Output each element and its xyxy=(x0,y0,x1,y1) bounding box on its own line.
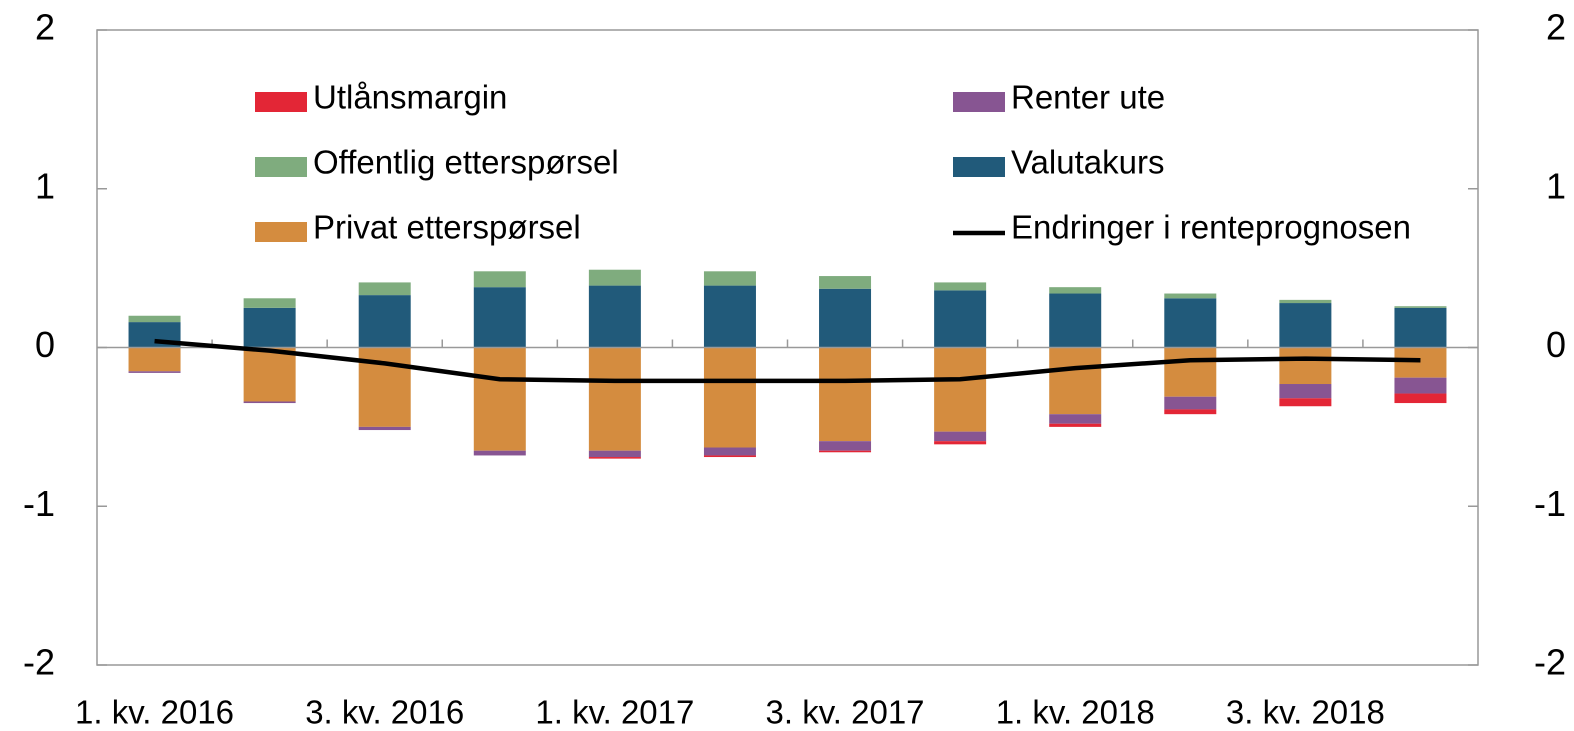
bar-segment xyxy=(1279,384,1332,399)
bar-segment xyxy=(934,441,987,445)
legend-label: Endringer i renteprognosen xyxy=(1011,209,1411,246)
y-tick-label: 0 xyxy=(35,324,55,365)
bar-segment xyxy=(819,441,872,451)
bar-segment xyxy=(703,455,756,458)
bar-segment xyxy=(819,347,872,442)
bar-segment xyxy=(934,282,987,291)
legend-swatch xyxy=(255,222,307,242)
bar-segment xyxy=(128,315,181,323)
bar-segment xyxy=(1279,303,1332,348)
y-tick-label: -2 xyxy=(23,642,55,683)
bar-segment xyxy=(703,285,756,348)
bar-segment xyxy=(358,282,411,296)
bar-segment xyxy=(1279,398,1332,407)
bar-segment xyxy=(934,290,987,348)
bar-segment xyxy=(473,450,526,456)
legend-label: Privat etterspørsel xyxy=(313,209,581,246)
bar-segment xyxy=(1164,298,1217,348)
x-tick-label: 1. kv. 2017 xyxy=(535,694,694,731)
bar-segment xyxy=(1279,299,1332,304)
bar-segment xyxy=(1049,423,1102,427)
line xyxy=(154,338,1421,384)
x-tick-label: 3. kv. 2018 xyxy=(1226,694,1385,731)
bar-segment xyxy=(588,269,641,286)
bar-segment xyxy=(1049,347,1102,415)
bar-segment xyxy=(1394,306,1447,308)
legend-swatch xyxy=(255,157,307,177)
y2-tick-label: -1 xyxy=(1534,483,1566,524)
bar-segment xyxy=(703,271,756,286)
bar-segment xyxy=(1049,293,1102,348)
legend-swatch xyxy=(953,157,1005,177)
x-tick-label: 1. kv. 2018 xyxy=(996,694,1155,731)
y2-tick-label: 0 xyxy=(1546,324,1566,365)
bar-segment xyxy=(358,426,411,431)
bar-segment xyxy=(1279,347,1332,385)
bar-segment xyxy=(819,450,872,453)
x-tick-label: 1. kv. 2016 xyxy=(75,694,234,731)
bar-segment xyxy=(473,347,526,451)
bar-segment xyxy=(588,285,641,348)
bar-segment xyxy=(588,457,641,459)
bar-segment xyxy=(243,298,296,308)
bar-segment xyxy=(128,347,181,372)
bar-segment xyxy=(473,271,526,288)
bar-segment xyxy=(934,431,987,442)
legend-swatch xyxy=(953,92,1005,112)
legend-label: Renter ute xyxy=(1011,79,1165,116)
bar-segment xyxy=(1394,393,1447,404)
bar-segment xyxy=(1164,347,1217,397)
bar-segment xyxy=(588,347,641,451)
bar-segment xyxy=(1049,414,1102,424)
y-tick-label: 1 xyxy=(35,165,55,206)
bar-segment xyxy=(128,371,181,373)
bar-segment xyxy=(588,450,641,458)
legend-label: Offentlig etterspørsel xyxy=(313,144,619,181)
bar-segment xyxy=(819,288,872,348)
bar-segment xyxy=(358,295,411,348)
bar-segment xyxy=(243,307,296,348)
bar-segment xyxy=(473,287,526,348)
x-tick-label: 3. kv. 2017 xyxy=(766,694,925,731)
y-tick-label: -1 xyxy=(23,483,55,524)
y2-tick-label: 2 xyxy=(1546,7,1566,48)
bar-segment xyxy=(1394,307,1447,348)
legend-label: Valutakurs xyxy=(1011,144,1164,181)
bar-segment xyxy=(1049,287,1102,294)
y-tick-label: 2 xyxy=(35,7,55,48)
legend-swatch xyxy=(255,92,307,112)
legend-label: Utlånsmargin xyxy=(313,79,507,116)
bar-segment xyxy=(934,347,987,432)
x-tick-label: 3. kv. 2016 xyxy=(305,694,464,731)
bar-segment xyxy=(1394,347,1447,378)
bar-segment xyxy=(243,401,296,404)
bar-segment xyxy=(1394,377,1447,394)
bar-segment xyxy=(243,347,296,402)
bar-segment xyxy=(819,276,872,289)
y2-tick-label: -2 xyxy=(1534,642,1566,683)
y2-tick-label: 1 xyxy=(1546,165,1566,206)
bar-segment xyxy=(1164,409,1217,415)
bar-segment xyxy=(1164,293,1217,299)
bar-segment xyxy=(1164,396,1217,410)
bar-segment xyxy=(703,347,756,448)
bar-segment xyxy=(703,447,756,456)
